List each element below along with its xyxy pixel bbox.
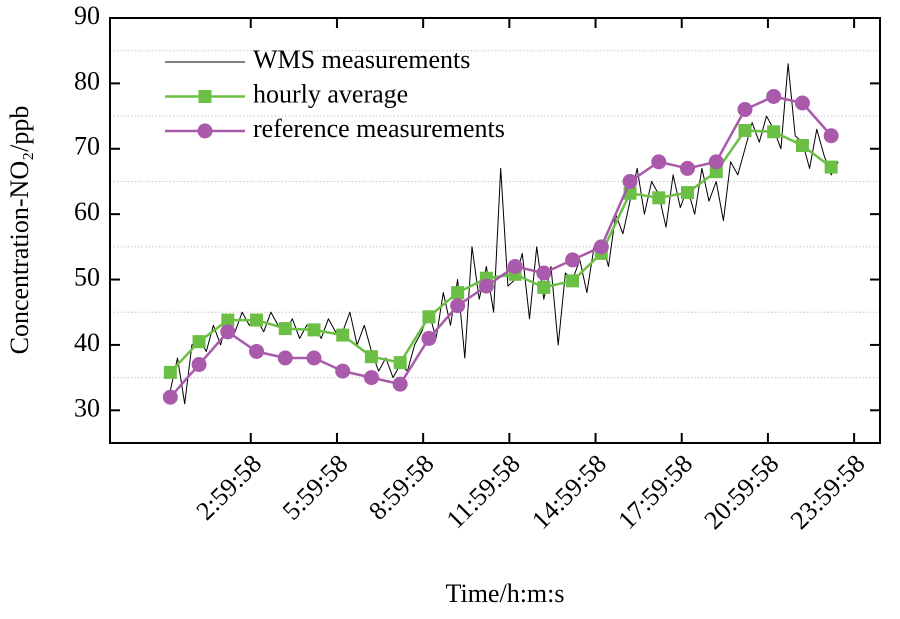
legend-label: reference measurements xyxy=(253,114,505,143)
marker xyxy=(450,298,466,314)
marker xyxy=(335,363,351,379)
marker xyxy=(278,322,292,336)
y-tick-label: 40 xyxy=(74,328,100,357)
marker xyxy=(306,350,322,366)
plot-frame xyxy=(109,17,881,444)
marker xyxy=(794,95,810,111)
marker xyxy=(767,125,781,139)
marker xyxy=(593,239,609,255)
x-tick-label: 2:59:58 xyxy=(191,449,268,526)
y-tick-label: 50 xyxy=(74,263,100,292)
marker xyxy=(536,265,552,281)
y-axis-label: Concentration-NO₂/ppb xyxy=(5,106,34,355)
legend-label: hourly average xyxy=(253,79,408,108)
marker xyxy=(795,139,809,152)
marker xyxy=(191,357,207,373)
marker xyxy=(537,280,551,294)
marker xyxy=(277,350,293,366)
marker xyxy=(823,128,839,144)
marker xyxy=(307,323,321,337)
legend-marker xyxy=(198,90,212,103)
x-tick-label: 14:59:58 xyxy=(526,449,612,535)
marker xyxy=(220,324,236,340)
marker xyxy=(451,286,465,300)
x-tick-label: 20:59:58 xyxy=(699,449,785,535)
marker xyxy=(565,252,581,268)
x-tick-label: 17:59:58 xyxy=(612,449,698,535)
marker xyxy=(162,389,178,405)
marker xyxy=(364,350,378,364)
marker xyxy=(478,278,494,294)
marker xyxy=(393,356,407,370)
marker xyxy=(250,313,264,327)
x-tick-label: 23:59:58 xyxy=(785,449,871,535)
marker xyxy=(336,328,350,342)
marker xyxy=(249,343,265,359)
marker xyxy=(766,88,782,104)
x-axis-label: Time/h:m:s xyxy=(446,579,565,608)
marker xyxy=(163,365,177,379)
x-tick-label: 11:59:58 xyxy=(441,449,526,534)
x-tick-label: 8:59:58 xyxy=(363,449,440,526)
y-tick-label: 80 xyxy=(74,66,100,95)
marker xyxy=(507,258,523,274)
y-tick-label: 70 xyxy=(74,132,100,161)
marker xyxy=(221,313,235,327)
x-tick-label: 5:59:58 xyxy=(277,449,354,526)
marker xyxy=(651,154,667,170)
legend-marker xyxy=(197,123,213,139)
marker xyxy=(421,330,437,346)
series-line xyxy=(169,129,832,374)
marker xyxy=(680,160,695,176)
y-tick-label: 60 xyxy=(74,197,100,226)
marker xyxy=(737,102,753,118)
marker xyxy=(824,160,838,174)
marker xyxy=(392,376,408,392)
marker xyxy=(652,191,666,205)
marker xyxy=(681,186,694,200)
marker xyxy=(422,310,436,324)
y-tick-label: 30 xyxy=(74,393,100,422)
marker xyxy=(622,173,638,189)
marker xyxy=(363,370,379,386)
y-tick-label: 90 xyxy=(74,1,100,30)
marker xyxy=(566,274,580,288)
marker xyxy=(708,154,724,170)
legend-label: WMS measurements xyxy=(253,45,470,74)
marker xyxy=(192,335,206,349)
marker xyxy=(738,123,752,137)
